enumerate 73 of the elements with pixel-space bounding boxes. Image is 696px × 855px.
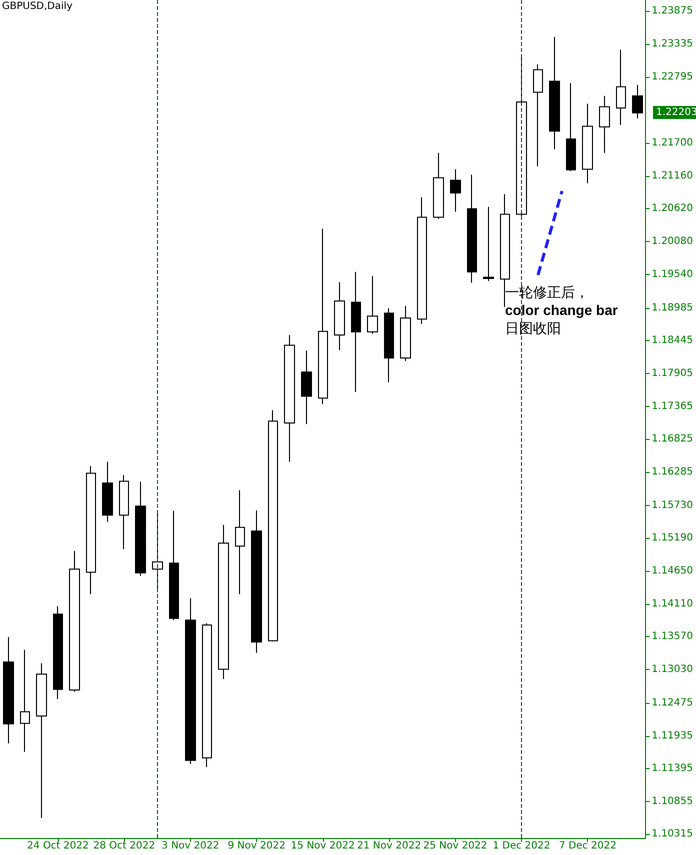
y-tick-label: 1.13030: [652, 664, 694, 675]
candlestick: [566, 82, 576, 172]
candlestick: [102, 461, 113, 522]
y-tick-label: 1.10855: [652, 796, 694, 807]
candlestick: [417, 196, 427, 325]
x-tick-label: 25 Nov 2022: [423, 840, 488, 852]
x-tick-label: 28 Oct 2022: [93, 840, 156, 852]
y-tick-label: 1.23875: [652, 6, 694, 17]
y-tick-label: 1.14110: [652, 598, 694, 610]
y-tick-label: 1.18985: [652, 302, 694, 314]
candlestick: [433, 152, 444, 220]
candlestick: [185, 598, 196, 764]
y-tick-label: 1.10315: [652, 828, 694, 840]
candlestick: [367, 276, 378, 334]
candlestick: [202, 622, 212, 768]
candlestick: [334, 282, 345, 351]
y-tick-label: 1.21160: [652, 170, 694, 182]
candlestick: [36, 662, 47, 818]
candlestick: [135, 481, 146, 576]
candlestick: [516, 56, 527, 218]
candlestick: [351, 271, 361, 392]
candlestick: [582, 103, 593, 184]
x-tick-label: 24 Oct 2022: [27, 840, 89, 852]
candlestick: [53, 606, 63, 700]
candlestick: [483, 206, 494, 282]
candlestick: [318, 228, 328, 405]
candlestick: [86, 466, 96, 595]
y-tick-label: 1.15730: [652, 500, 694, 511]
y-tick-label: 1.11395: [652, 763, 694, 774]
y-tick-label: 1.22795: [652, 71, 694, 82]
candlestick: [632, 84, 643, 119]
chart-title: GBPUSD,Daily: [2, 1, 72, 12]
candlestick: [450, 168, 461, 212]
candlestick: [533, 64, 543, 167]
candlestick: [599, 95, 610, 154]
candlestick: [268, 410, 278, 642]
y-tick-label: 1.19540: [652, 268, 694, 280]
y-tick-label: 1.21700: [652, 138, 694, 149]
y-tick-label: 1.16285: [652, 466, 694, 478]
y-tick-label: 1.20080: [652, 236, 694, 248]
y-tick-label: 1.20620: [652, 203, 694, 214]
annotation: 一轮修正后， color change bar 日图收阳: [505, 283, 618, 337]
candlestick: [384, 308, 394, 383]
y-tick-label: 1.13570: [652, 631, 694, 642]
candlestick: [20, 649, 30, 752]
candlestick: [169, 510, 179, 621]
candlestick: [549, 36, 560, 150]
y-tick-label: 1.17905: [652, 368, 694, 379]
candlestick: [3, 636, 14, 744]
y-tick-label: 1.12475: [652, 697, 694, 708]
candlestick: [235, 490, 245, 595]
candlestick: [218, 524, 229, 680]
x-tick-label: 7 Dec 2022: [558, 840, 616, 852]
x-tick-label: 9 Nov 2022: [228, 840, 286, 852]
x-tick-label: 1 Dec 2022: [492, 840, 550, 852]
candlestick: [301, 350, 312, 425]
y-tick-label: 1.18445: [652, 335, 694, 346]
y-tick-label: 1.16825: [652, 434, 694, 445]
x-tick-label: 15 Nov 2022: [290, 840, 355, 852]
candlestick: [251, 510, 262, 654]
x-tick-label: 3 Nov 2022: [162, 840, 220, 852]
y-tick-label: 1.15190: [652, 532, 694, 544]
y-tick-label: 1.17365: [652, 400, 694, 412]
y-tick-label: 1.11935: [652, 730, 694, 742]
x-tick-label: 21 Nov 2022: [357, 840, 422, 852]
candlestick: [69, 550, 80, 692]
candlestick: [119, 474, 129, 550]
y-tick-label: 1.23335: [652, 38, 694, 50]
candlestick: [284, 334, 295, 462]
candlestick: [616, 49, 626, 126]
candlestick: [467, 174, 477, 284]
candlestick: [400, 305, 411, 362]
y-tick-label: 1.14650: [652, 566, 694, 577]
